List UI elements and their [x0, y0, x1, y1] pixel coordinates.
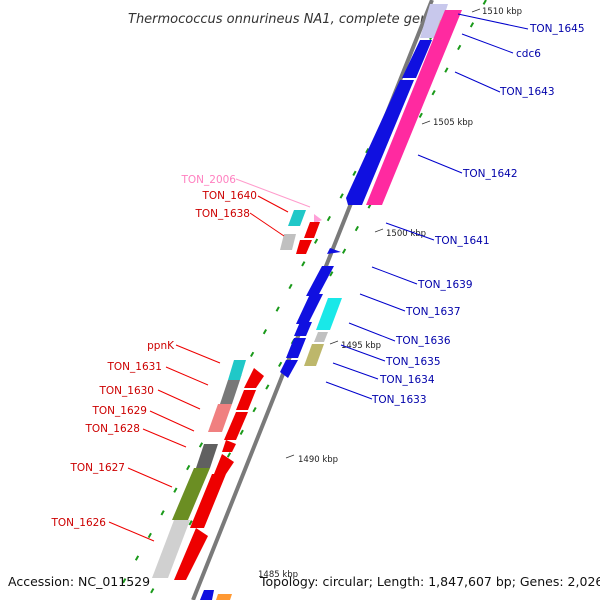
light-grey-gene-block	[152, 520, 190, 578]
gene-label-ton-1637[interactable]: TON_1637	[405, 306, 461, 318]
blue-gene-arrow	[346, 80, 414, 205]
gene-label-ton-1643[interactable]: TON_1643	[499, 86, 555, 98]
gene-label-ton-1638[interactable]: TON_1638	[194, 208, 250, 220]
blue-gene-arrow	[280, 360, 298, 378]
gene-label-ton-1645[interactable]: TON_1645	[529, 23, 585, 35]
accession-text: Accession: NC_011529	[8, 574, 150, 589]
scale-tick-label: 1490 kbp	[298, 455, 338, 465]
reverse-leader-lines	[108, 178, 311, 542]
outer-tick-rail	[118, 0, 487, 600]
forward-strand-track	[280, 4, 462, 378]
forward-gene-labels: TON_1645 cdc6 TON_1643 TON_1642 TON_1641…	[371, 23, 585, 406]
gene-label-ton-1631[interactable]: TON_1631	[106, 361, 162, 373]
cyan-gene-block	[316, 298, 342, 330]
cyan-gene-block	[288, 210, 306, 226]
salmon-gene-block	[208, 404, 232, 432]
topology-text: Topology: circular; Length: 1,847,607 bp…	[259, 574, 600, 589]
gene-label-ton-1635[interactable]: TON_1635	[385, 356, 441, 368]
scale-labels: 1510 kbp 1505 kbp 1500 kbp 1495 kbp 1490…	[258, 7, 522, 580]
gene-block-ton-1645	[420, 4, 448, 38]
grey-gene-block	[280, 234, 296, 250]
gene-label-ton-1639[interactable]: TON_1639	[417, 279, 473, 291]
red-gene-arrow	[190, 474, 226, 528]
blue-gene-arrow	[294, 322, 312, 336]
gene-label-ton-1633[interactable]: TON_1633	[371, 394, 427, 406]
blue-gene-arrow	[296, 294, 323, 324]
gene-label-ton-1636[interactable]: TON_1636	[395, 335, 451, 347]
scale-tick-label: 1500 kbp	[386, 229, 426, 239]
red-gene-arrow	[296, 240, 312, 254]
reverse-gene-labels: TON_2006 TON_1640 TON_1638 ppnK TON_1631…	[50, 174, 257, 529]
orange-gene-block	[216, 594, 232, 600]
blue-gene-arrow	[200, 590, 214, 600]
gene-label-ton-2006[interactable]: TON_2006	[180, 174, 236, 186]
red-gene-arrow	[304, 222, 320, 238]
blue-gene-arrow	[286, 338, 306, 358]
grey-gene-block	[314, 332, 328, 342]
gene-label-ton-1640[interactable]: TON_1640	[201, 190, 257, 202]
grey-gene-block	[220, 380, 240, 404]
gene-label-ton-1634[interactable]: TON_1634	[379, 374, 435, 386]
blue-gene-arrow	[402, 40, 432, 78]
gene-label-ton-1629[interactable]: TON_1629	[91, 405, 147, 417]
scale-tick-label: 1505 kbp	[433, 118, 473, 128]
red-gene-arrow	[244, 368, 264, 388]
tan-gene-block	[304, 344, 324, 366]
grey-gene-block	[196, 444, 218, 468]
gene-label-ppnk[interactable]: ppnK	[147, 340, 175, 352]
gene-label-ton-1626[interactable]: TON_1626	[50, 517, 106, 529]
forward-leader-lines	[325, 13, 529, 400]
gene-label-cdc6[interactable]: cdc6	[516, 48, 541, 60]
gene-label-ton-1627[interactable]: TON_1627	[69, 462, 125, 474]
scale-tick-label: 1485 kbp	[258, 570, 298, 580]
blue-gene-arrow	[306, 266, 334, 296]
map-title: Thermococcus onnurineus NA1, complete ge…	[128, 12, 457, 27]
cyan-gene-block	[228, 360, 246, 380]
rna-gene-block	[366, 10, 462, 205]
red-gene-arrow	[224, 412, 248, 440]
red-gene-arrow	[214, 454, 234, 474]
gene-label-ton-1630[interactable]: TON_1630	[98, 385, 154, 397]
blue-gene-arrow	[327, 248, 341, 254]
gene-label-ton-1642[interactable]: TON_1642	[462, 168, 518, 180]
gene-label-ton-1641[interactable]: TON_1641	[434, 235, 490, 247]
red-gene-arrow	[222, 440, 236, 452]
gene-label-ton-1628[interactable]: TON_1628	[84, 423, 140, 435]
olive-gene-block	[172, 468, 210, 520]
pink-rna-arrow	[314, 214, 322, 224]
scale-tick-label: 1495 kbp	[341, 341, 381, 351]
red-gene-arrow	[236, 390, 256, 410]
scale-tick-label: 1510 kbp	[482, 7, 522, 17]
red-gene-arrow	[174, 528, 208, 580]
reverse-strand-track	[152, 210, 322, 600]
